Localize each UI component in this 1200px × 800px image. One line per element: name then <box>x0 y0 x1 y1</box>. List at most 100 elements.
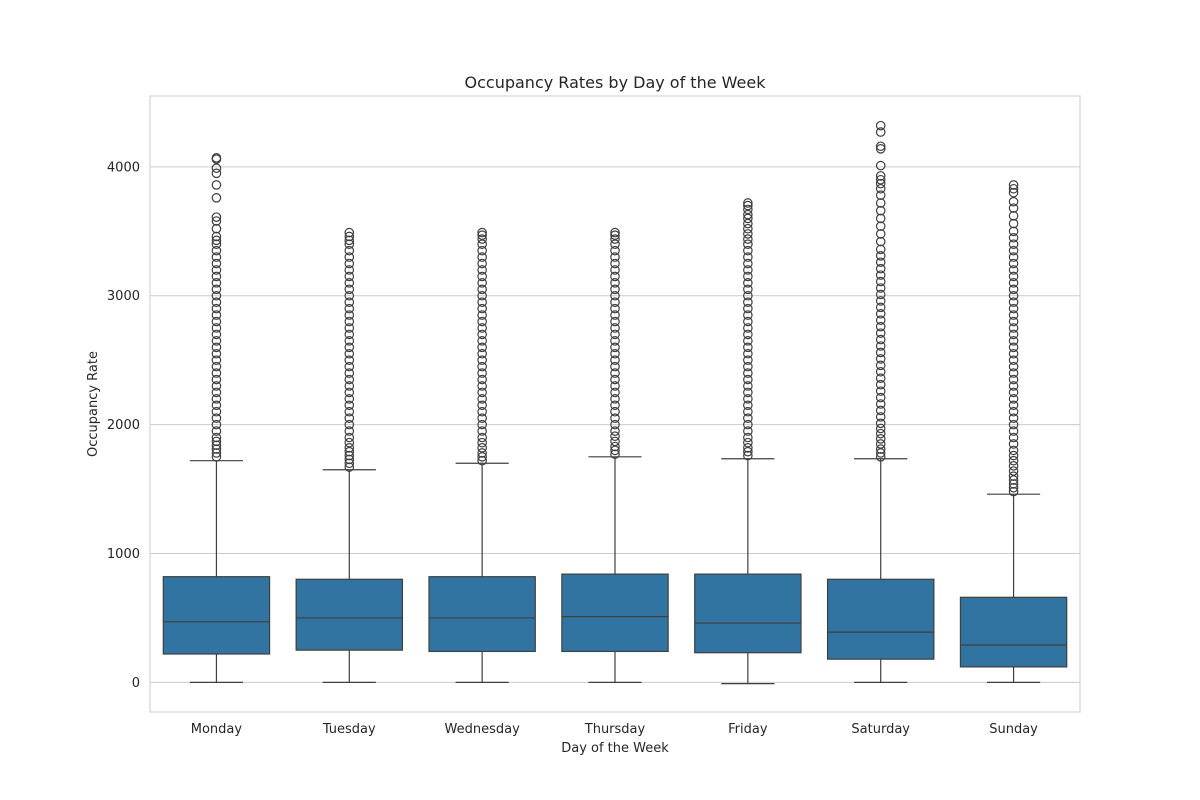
outlier-thursday-25 <box>610 297 620 307</box>
outlier-sunday-29 <box>1008 316 1019 327</box>
outlier-monday-39 <box>211 216 222 226</box>
outlier-saturday-17 <box>875 354 886 364</box>
outlier-friday-18 <box>743 342 753 353</box>
y-tick-label-1000: 1000 <box>107 547 140 562</box>
boxes <box>162 120 1068 685</box>
outlier-sunday-39 <box>1008 252 1019 262</box>
outlier-monday-11 <box>211 394 222 404</box>
outlier-friday-30 <box>743 265 753 275</box>
outlier-monday-42 <box>211 180 222 190</box>
outlier-friday-10 <box>743 394 753 404</box>
y-tick-label-3000: 3000 <box>107 289 140 304</box>
outlier-tuesday-40 <box>344 227 355 238</box>
outlier-friday-13 <box>743 374 753 385</box>
box-group-wednesday <box>428 227 536 683</box>
outlier-thursday-32 <box>610 252 620 262</box>
outlier-saturday-49 <box>875 127 886 137</box>
outlier-wednesday-24 <box>477 310 487 320</box>
outlier-wednesday-11 <box>477 394 487 404</box>
outlier-sunday-13 <box>1008 419 1019 430</box>
outlier-sunday-23 <box>1008 355 1019 365</box>
outlier-friday-37 <box>743 223 753 234</box>
outlier-friday-28 <box>743 278 753 288</box>
outlier-monday-1 <box>211 448 222 458</box>
outlier-sunday-3 <box>1008 475 1019 485</box>
outlier-monday-43 <box>211 168 222 179</box>
outlier-sunday-33 <box>1008 290 1019 301</box>
outlier-friday-0 <box>743 450 753 461</box>
outlier-tuesday-23 <box>344 329 355 340</box>
outlier-monday-24 <box>211 310 222 320</box>
outlier-sunday-20 <box>1008 374 1019 385</box>
outlier-wednesday-15 <box>477 368 487 378</box>
outlier-sunday-18 <box>1008 387 1019 398</box>
outlier-saturday-34 <box>875 244 886 255</box>
outlier-wednesday-13 <box>477 381 487 391</box>
outlier-saturday-39 <box>875 205 886 216</box>
outlier-monday-26 <box>211 297 222 307</box>
outlier-saturday-46 <box>875 160 886 171</box>
outlier-sunday-28 <box>1008 323 1019 333</box>
outlier-sunday-5 <box>1008 466 1019 476</box>
outlier-monday-10 <box>211 400 222 411</box>
outlier-monday-4 <box>211 436 222 447</box>
x-tick-label-wednesday: Wednesday <box>445 722 521 737</box>
outlier-sunday-48 <box>1008 187 1019 198</box>
outlier-tuesday-24 <box>344 323 355 333</box>
outlier-saturday-28 <box>875 283 886 293</box>
outlier-sunday-14 <box>1008 413 1019 423</box>
outlier-friday-24 <box>743 303 753 314</box>
outlier-wednesday-25 <box>477 303 487 314</box>
outlier-sunday-25 <box>1008 342 1019 353</box>
box-monday <box>162 576 271 655</box>
box-group-tuesday <box>295 227 404 683</box>
outlier-friday-42 <box>743 200 753 211</box>
outlier-thursday-11 <box>610 387 620 398</box>
outlier-sunday-34 <box>1008 284 1019 295</box>
outlier-sunday-49 <box>1008 183 1019 194</box>
outlier-wednesday-6 <box>477 426 487 436</box>
outlier-tuesday-3 <box>344 450 355 461</box>
outlier-sunday-27 <box>1008 329 1019 340</box>
outlier-wednesday-14 <box>477 374 487 385</box>
outlier-saturday-11 <box>875 392 886 403</box>
outlier-saturday-29 <box>875 276 886 287</box>
outlier-sunday-36 <box>1008 271 1019 282</box>
outlier-wednesday-36 <box>477 234 487 244</box>
outlier-thursday-20 <box>610 329 620 340</box>
outlier-saturday-27 <box>875 289 886 300</box>
outlier-sunday-44 <box>1008 218 1019 229</box>
outlier-tuesday-32 <box>344 271 355 282</box>
outlier-tuesday-18 <box>344 361 355 372</box>
outlier-tuesday-34 <box>344 258 355 269</box>
outlier-thursday-21 <box>610 323 620 333</box>
outlier-friday-29 <box>743 271 753 282</box>
outlier-sunday-42 <box>1008 232 1019 243</box>
outlier-thursday-17 <box>610 348 620 359</box>
outlier-monday-33 <box>211 252 222 262</box>
x-axis-label: Day of the Week <box>561 741 669 756</box>
outlier-friday-32 <box>743 252 753 262</box>
outlier-friday-8 <box>743 406 753 417</box>
outlier-friday-27 <box>743 284 753 295</box>
outlier-monday-46 <box>211 153 222 163</box>
outlier-saturday-23 <box>875 315 886 326</box>
outlier-sunday-37 <box>1008 265 1019 275</box>
outlier-friday-16 <box>743 355 753 365</box>
box-friday <box>694 573 802 654</box>
outlier-tuesday-27 <box>344 303 355 314</box>
outlier-sunday-50 <box>1008 180 1019 190</box>
outlier-tuesday-5 <box>344 443 355 453</box>
outlier-wednesday-35 <box>477 239 487 250</box>
outlier-sunday-31 <box>1008 303 1019 314</box>
outlier-saturday-9 <box>875 405 886 416</box>
outlier-tuesday-15 <box>344 381 355 391</box>
outlier-saturday-12 <box>875 386 886 396</box>
outlier-sunday-22 <box>1008 361 1019 372</box>
outlier-friday-38 <box>743 218 753 229</box>
outlier-sunday-24 <box>1008 348 1019 359</box>
outlier-saturday-13 <box>875 379 886 390</box>
plot-area: 0 1000 2000 3000 4000 Monday Tuesday Wednesday… <box>107 95 1081 737</box>
outlier-wednesday-12 <box>477 387 487 398</box>
